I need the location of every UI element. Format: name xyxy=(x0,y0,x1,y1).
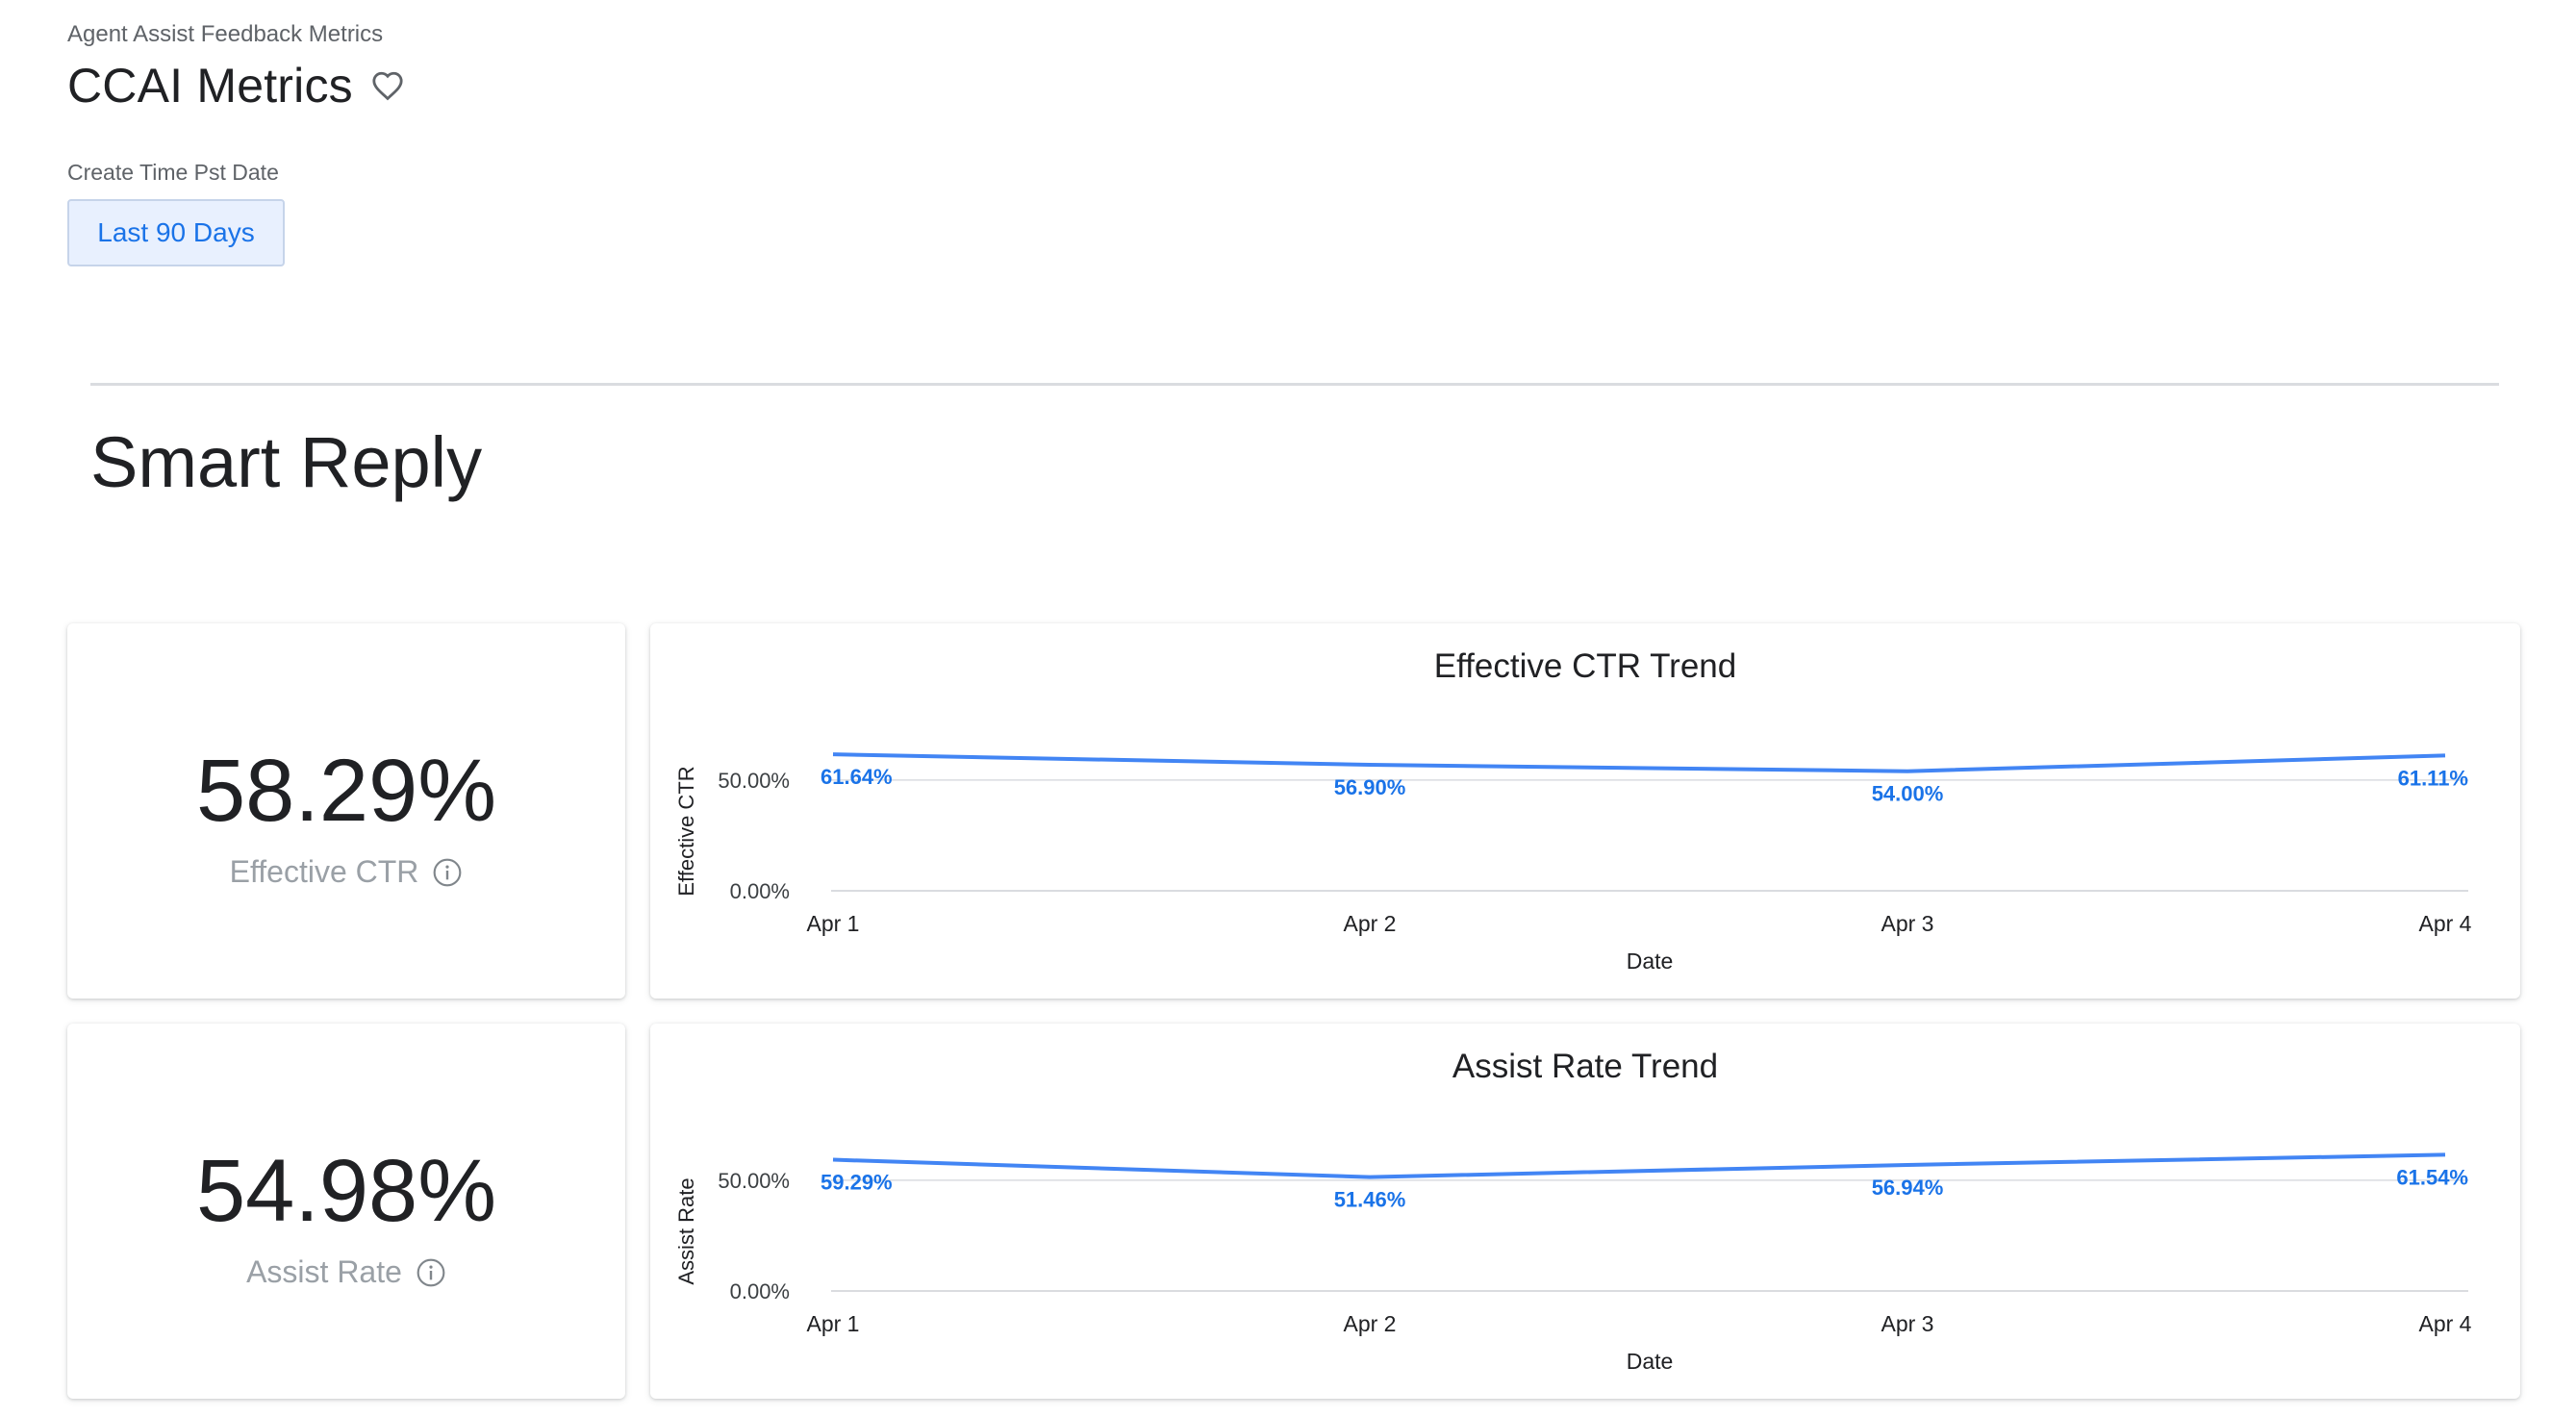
y-tick-label: 50.00% xyxy=(718,1169,790,1193)
y-axis-label: Effective CTR xyxy=(674,766,698,896)
series-line xyxy=(832,1152,2446,1179)
date-filter-chip[interactable]: Last 90 Days xyxy=(67,199,285,266)
filter-label: Create Time Pst Date xyxy=(67,160,279,185)
line-chart-effective-ctr[interactable]: Effective CTR Trend 0.00% 50.00% Effective … xyxy=(650,623,2520,999)
kpi-label-row: Effective CTR xyxy=(67,854,625,890)
x-axis-label: Date xyxy=(1627,949,1674,974)
title-row: CCAI Metrics xyxy=(67,58,405,114)
y-tick-label: 0.00% xyxy=(730,879,790,903)
x-tick-label: Apr 2 xyxy=(1344,1311,1397,1336)
info-icon[interactable] xyxy=(432,857,463,888)
section-title: Smart Reply xyxy=(90,422,483,502)
kpi-value: 58.29% xyxy=(195,742,497,840)
data-label: 61.64% xyxy=(821,765,893,789)
data-label: 56.94% xyxy=(1872,1176,1944,1200)
section-divider xyxy=(90,383,2499,386)
kpi-value: 54.98% xyxy=(195,1142,497,1240)
x-tick-label: Apr 4 xyxy=(2419,1311,2472,1336)
kpi-label: Effective CTR xyxy=(229,854,419,889)
data-label: 61.54% xyxy=(2396,1165,2468,1189)
breadcrumb[interactable]: Agent Assist Feedback Metrics xyxy=(67,21,384,47)
line-chart-assist-rate[interactable]: Assist Rate Trend 0.00% 50.00% Assist Rate A… xyxy=(650,1024,2520,1399)
data-label: 51.46% xyxy=(1334,1188,1406,1212)
kpi-label-row: Assist Rate xyxy=(67,1254,625,1290)
x-tick-label: Apr 4 xyxy=(2419,911,2472,936)
chart-title: Assist Rate Trend xyxy=(1452,1048,1718,1085)
data-label: 61.11% xyxy=(2398,766,2468,790)
x-tick-label: Apr 1 xyxy=(807,911,860,936)
y-axis-label: Assist Rate xyxy=(674,1177,698,1284)
page-title: CCAI Metrics xyxy=(67,59,353,113)
x-tick-label: Apr 3 xyxy=(1881,1311,1934,1336)
chart-card-assist-rate-trend: Assist Rate Trend 0.00% 50.00% Assist Rate A… xyxy=(650,1024,2520,1399)
info-icon[interactable] xyxy=(416,1257,446,1288)
favorite-heart-icon[interactable] xyxy=(370,68,405,103)
series-line xyxy=(832,752,2446,773)
chart-title: Effective CTR Trend xyxy=(1434,647,1736,685)
kpi-label: Assist Rate xyxy=(246,1254,402,1289)
x-tick-label: Apr 3 xyxy=(1881,911,1934,936)
kpi-card-effective-ctr: 58.29% Effective CTR xyxy=(67,623,625,999)
x-tick-label: Apr 1 xyxy=(807,1311,860,1336)
x-axis-label: Date xyxy=(1627,1349,1674,1374)
data-label: 56.90% xyxy=(1334,775,1406,799)
chart-card-effective-ctr-trend: Effective CTR Trend 0.00% 50.00% Effective … xyxy=(650,623,2520,999)
y-tick-label: 50.00% xyxy=(718,769,790,793)
y-tick-label: 0.00% xyxy=(730,1279,790,1303)
x-tick-label: Apr 2 xyxy=(1344,911,1397,936)
kpi-card-assist-rate: 54.98% Assist Rate xyxy=(67,1024,625,1399)
data-label: 54.00% xyxy=(1872,782,1944,806)
data-label: 59.29% xyxy=(821,1171,893,1195)
